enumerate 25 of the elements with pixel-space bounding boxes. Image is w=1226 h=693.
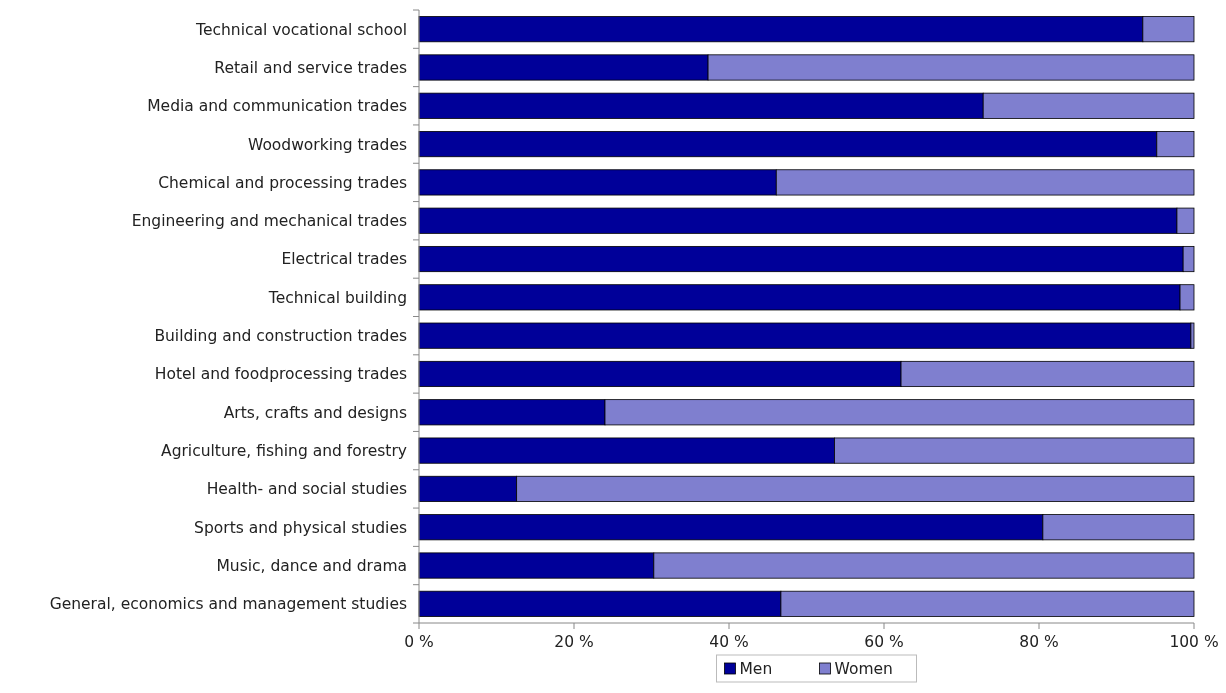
x-tick-label: 20 % [554,633,594,651]
x-tick-label: 60 % [864,633,904,651]
x-tick-label: 40 % [709,633,749,651]
bar [418,322,1192,349]
legend-label: Men [739,660,773,679]
y-tick-label: Engineering and mechanical trades [131,212,407,231]
legend-label: Women [834,660,893,679]
y-tick-label: Sports and physical studies [194,518,407,537]
y-tick-label: Hotel and foodprocessing trades [154,365,407,384]
y-tick-label: Woodworking trades [247,135,407,154]
y-tick-label: Arts, crafts and designs [223,403,407,422]
y-tick-label: Health- and social studies [206,480,407,499]
y-tick-label: Chemical and processing trades [158,173,407,192]
y-tick-label: Music, dance and drama [216,556,407,575]
y-tick-label: Technical building [267,288,407,307]
y-tick-label: Media and communication trades [147,97,407,116]
y-tick-label: Building and construction trades [154,327,407,346]
y-tick-label: General, economics and management studies [49,595,407,614]
y-tick-label: Electrical trades [281,250,407,269]
x-tick-label: 80 % [1019,633,1059,651]
y-tick-label: Retail and service trades [214,58,407,77]
x-tick-label: 100 % [1169,633,1219,651]
y-tick-label: Technical vocational school [195,20,407,39]
y-tick-label: Agriculture, fishing and forestry [161,442,407,461]
x-tick-label: 0 % [404,633,434,651]
